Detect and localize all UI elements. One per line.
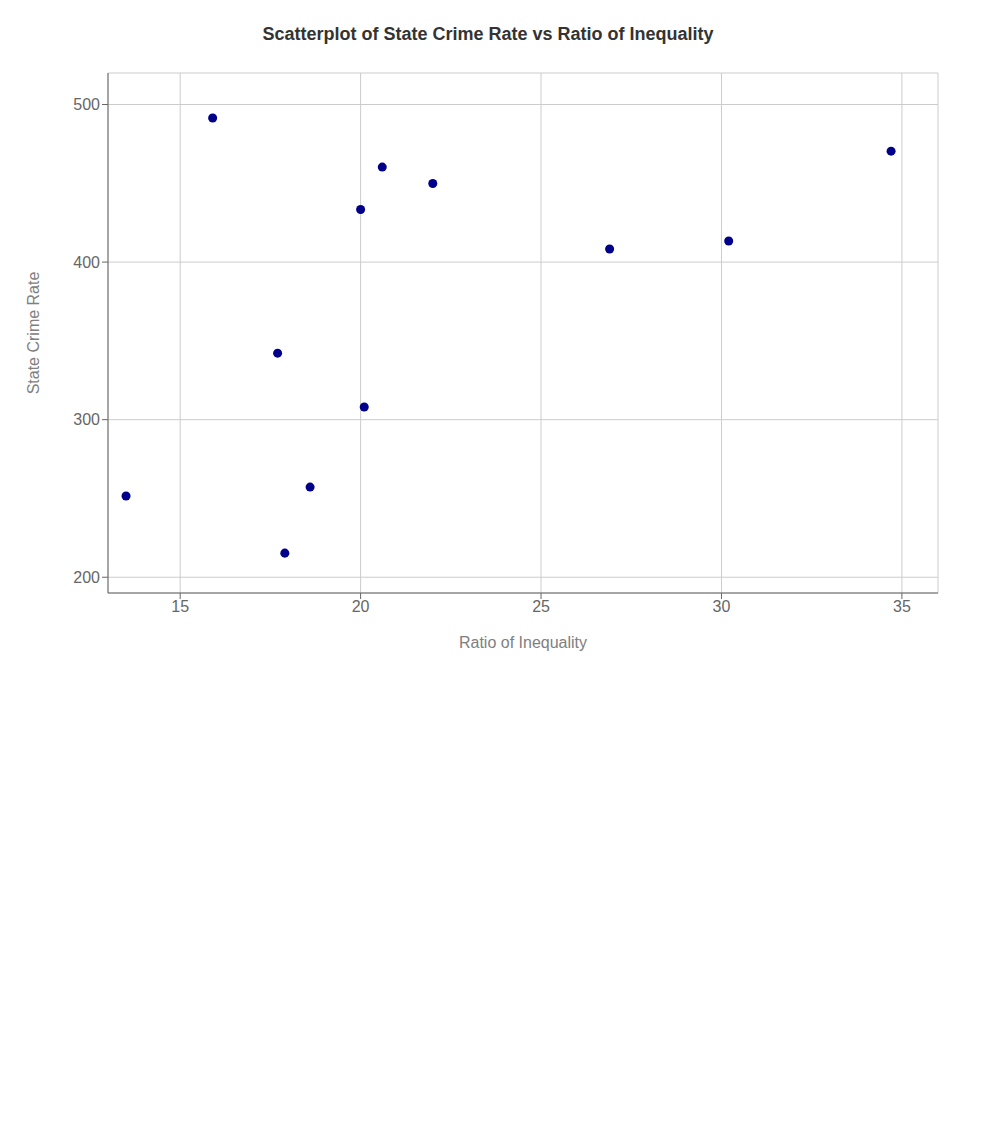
svg-text:25: 25 (532, 598, 550, 615)
svg-text:300: 300 (73, 411, 100, 428)
svg-text:35: 35 (893, 598, 911, 615)
svg-text:Ratio of Inequality: Ratio of Inequality (459, 634, 587, 651)
svg-text:State Crime Rate: State Crime Rate (25, 272, 42, 395)
svg-text:20: 20 (352, 598, 370, 615)
html-text:Scatterplot of State Crime Rat: Scatterplot of State Crime Rate vs Ratio… (262, 24, 714, 44)
svg-text:30: 30 (713, 598, 731, 615)
svg-text:400: 400 (73, 254, 100, 271)
svg-text:200: 200 (73, 569, 100, 586)
svg-text:500: 500 (73, 96, 100, 113)
svg-text:15: 15 (171, 598, 189, 615)
